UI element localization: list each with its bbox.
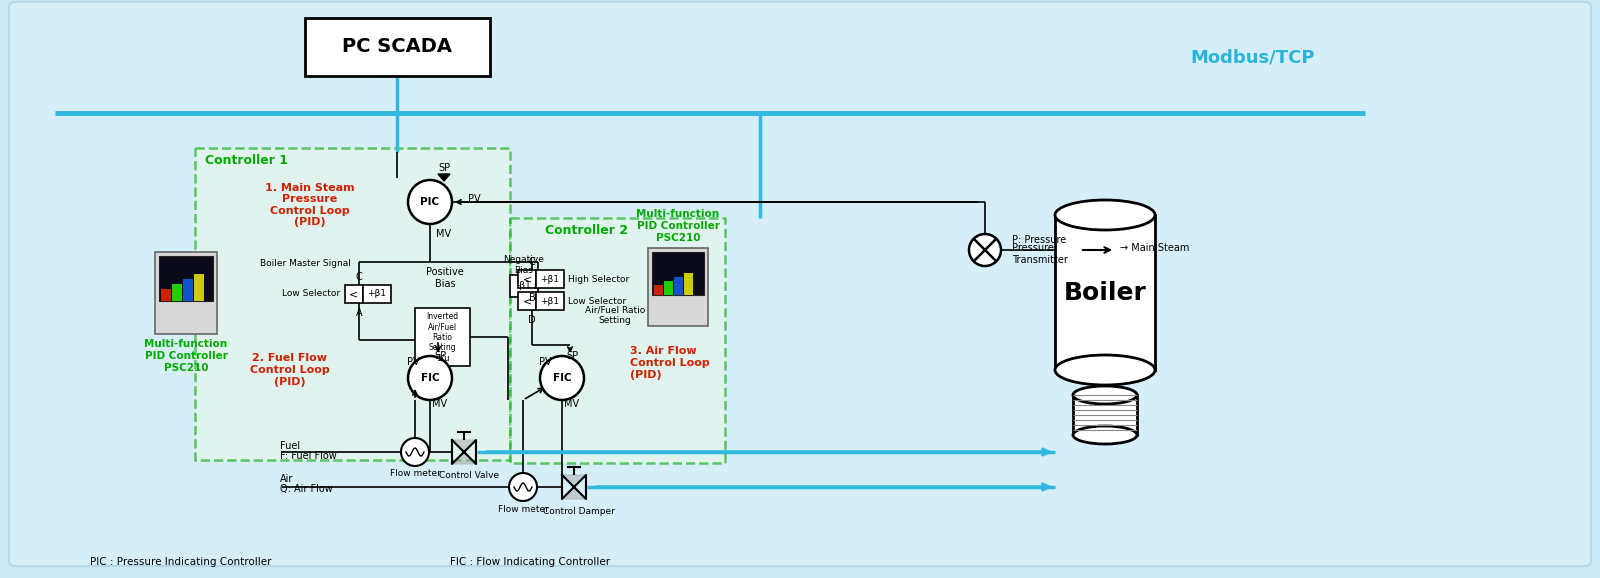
Text: MV: MV: [437, 229, 451, 239]
Text: SP: SP: [566, 351, 578, 361]
Circle shape: [541, 356, 584, 400]
Bar: [664, 281, 674, 295]
Circle shape: [402, 438, 429, 466]
Text: PV: PV: [467, 194, 480, 204]
Text: D: D: [528, 315, 536, 325]
Bar: [363, 285, 390, 303]
Text: Controller 2: Controller 2: [546, 224, 627, 236]
Text: Positive
Bias: Positive Bias: [426, 267, 464, 289]
Polygon shape: [562, 475, 586, 487]
Text: C: C: [528, 257, 536, 267]
Bar: [518, 292, 536, 310]
Text: Air/Fuel Ratio
Setting: Air/Fuel Ratio Setting: [586, 305, 645, 325]
Text: F: Fuel Flow: F: Fuel Flow: [280, 451, 336, 461]
Text: Boiler Master Signal: Boiler Master Signal: [259, 258, 350, 268]
Bar: [510, 275, 538, 297]
Bar: [195, 148, 510, 460]
Text: Q: Air Flow: Q: Air Flow: [280, 484, 333, 494]
Ellipse shape: [1054, 355, 1155, 385]
Text: FIC : Flow Indicating Controller: FIC : Flow Indicating Controller: [450, 557, 610, 567]
Text: MV: MV: [565, 399, 579, 409]
Text: PV: PV: [406, 357, 419, 367]
Circle shape: [408, 180, 453, 224]
Text: +β1: +β1: [541, 297, 560, 306]
Text: +β1: +β1: [541, 275, 560, 283]
Text: High Selector: High Selector: [568, 275, 629, 283]
Text: Control Valve: Control Valve: [438, 472, 499, 480]
Text: -β1: -β1: [517, 281, 531, 291]
Bar: [158, 256, 213, 301]
Text: Flow meter: Flow meter: [498, 505, 549, 513]
Polygon shape: [562, 487, 586, 499]
Text: Air: Air: [280, 474, 293, 484]
Text: Boiler: Boiler: [1064, 280, 1147, 305]
Bar: [654, 285, 662, 295]
Bar: [685, 273, 693, 295]
Bar: [306, 18, 490, 76]
Text: P: Pressure: P: Pressure: [1013, 235, 1066, 245]
Text: Fuel: Fuel: [280, 441, 301, 451]
Text: A: A: [355, 308, 362, 318]
Text: +β1: +β1: [368, 290, 387, 298]
Text: PV: PV: [539, 357, 552, 367]
Text: 1. Main Steam
Pressure
Control Loop
(PID): 1. Main Steam Pressure Control Loop (PID…: [266, 183, 355, 227]
Bar: [674, 277, 683, 295]
Text: Pressure
Transmitter: Pressure Transmitter: [1013, 243, 1067, 265]
Ellipse shape: [1074, 386, 1138, 404]
Text: Negative
Bias: Negative Bias: [504, 255, 544, 275]
Text: 3. Air Flow
Control Loop
(PID): 3. Air Flow Control Loop (PID): [630, 346, 710, 380]
Text: PIC : Pressure Indicating Controller: PIC : Pressure Indicating Controller: [90, 557, 272, 567]
Circle shape: [970, 234, 1002, 266]
Text: <: <: [522, 296, 531, 306]
Text: 2. Fuel Flow
Control Loop
(PID): 2. Fuel Flow Control Loop (PID): [250, 353, 330, 387]
Text: Flow meter: Flow meter: [389, 469, 440, 479]
Text: Low Selector: Low Selector: [282, 290, 339, 298]
Bar: [414, 308, 470, 366]
Bar: [510, 218, 725, 463]
Text: FIC: FIC: [421, 373, 440, 383]
Text: <: <: [522, 274, 531, 284]
Text: <: <: [349, 289, 358, 299]
Bar: [653, 252, 704, 295]
Text: Control Damper: Control Damper: [542, 506, 614, 516]
Circle shape: [509, 473, 538, 501]
Bar: [346, 285, 363, 303]
Bar: [194, 274, 205, 301]
Text: FIC: FIC: [552, 373, 571, 383]
Bar: [518, 270, 536, 288]
Text: Low Selector: Low Selector: [568, 297, 626, 306]
Bar: [1056, 270, 1154, 349]
Text: Inverted
Air/Fuel
Ratio
Setting: Inverted Air/Fuel Ratio Setting: [427, 312, 459, 352]
Bar: [155, 252, 218, 334]
Text: MV: MV: [432, 399, 448, 409]
Text: → Main Steam: → Main Steam: [1120, 243, 1189, 253]
Bar: [1054, 215, 1155, 370]
Polygon shape: [453, 452, 477, 464]
Bar: [162, 289, 171, 301]
Bar: [648, 248, 707, 326]
Text: Multi-function
PID Controller
PSC210: Multi-function PID Controller PSC210: [144, 339, 227, 373]
Bar: [173, 284, 182, 301]
Text: Modbus/TCP: Modbus/TCP: [1190, 49, 1315, 67]
Text: SP: SP: [434, 351, 446, 361]
Circle shape: [408, 356, 453, 400]
Text: Multi-function
PID Controller
PSC210: Multi-function PID Controller PSC210: [637, 209, 720, 243]
Bar: [1074, 395, 1138, 435]
Bar: [536, 270, 563, 288]
Polygon shape: [438, 174, 450, 181]
Polygon shape: [453, 440, 477, 452]
Text: C: C: [355, 272, 362, 282]
Text: B: B: [528, 293, 536, 303]
FancyBboxPatch shape: [10, 2, 1590, 566]
Text: PC SCADA: PC SCADA: [342, 38, 453, 57]
Bar: [536, 292, 563, 310]
Text: 1/u: 1/u: [435, 354, 450, 362]
Text: PIC: PIC: [421, 197, 440, 207]
Ellipse shape: [1054, 200, 1155, 230]
Ellipse shape: [1074, 426, 1138, 444]
Text: Controller 1: Controller 1: [205, 154, 288, 166]
Bar: [182, 279, 194, 301]
Text: SP: SP: [438, 163, 450, 173]
